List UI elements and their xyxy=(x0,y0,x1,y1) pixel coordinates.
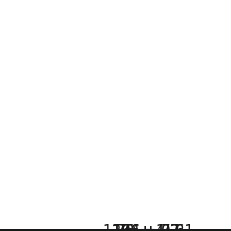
Text: Diameter in: Diameter in xyxy=(100,230,196,231)
Text: 1136 ± 32.1: 1136 ± 32.1 xyxy=(102,223,193,231)
Text: 106 ± 0.6: 106 ± 0.6 xyxy=(111,223,183,231)
Text: PBS (nm): PBS (nm) xyxy=(100,230,176,231)
Text: article: article xyxy=(0,230,51,231)
Text: 76 ± 1.7: 76 ± 1.7 xyxy=(116,223,179,231)
Text: 39 ± 4.2: 39 ± 4.2 xyxy=(116,223,179,231)
Text: 264 ± 7.2: 264 ± 7.2 xyxy=(111,223,184,231)
